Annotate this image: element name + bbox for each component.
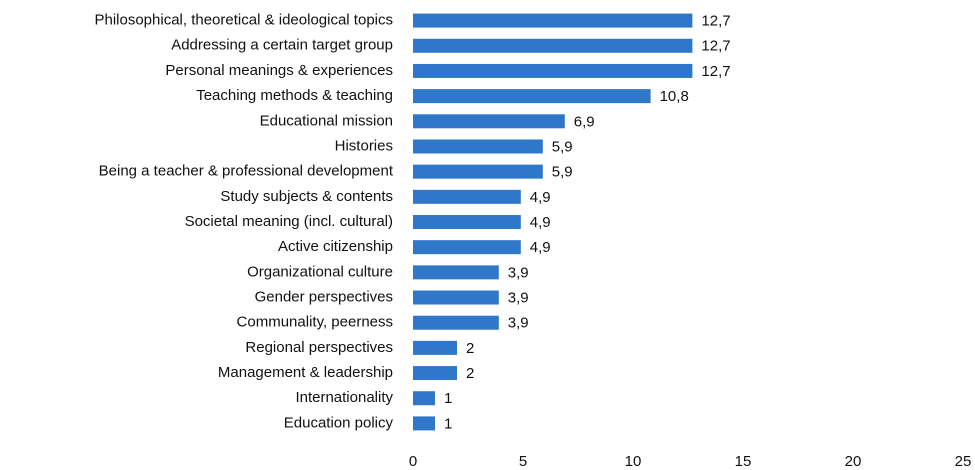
value-label: 4,9 [530, 239, 551, 256]
y-tick-label: Being a teacher & professional developme… [99, 163, 394, 180]
y-tick-label: Study subjects & contents [220, 188, 393, 205]
y-tick-label: Gender perspectives [255, 288, 393, 305]
y-tick-label: Internationality [295, 389, 393, 406]
bar [413, 63, 693, 78]
x-tick-label: 25 [955, 453, 972, 470]
value-label: 4,9 [530, 214, 551, 231]
value-label: 10,8 [660, 88, 689, 105]
y-tick-label: Communality, peerness [237, 314, 393, 331]
y-tick-label: Philosophical, theoretical & ideological… [94, 12, 393, 29]
bar [413, 240, 521, 255]
value-label: 3,9 [508, 315, 529, 332]
value-label: 4,9 [530, 189, 551, 206]
value-label: 5,9 [552, 164, 573, 181]
y-tick-label: Teaching methods & teaching [196, 87, 393, 104]
y-tick-label: Societal meaning (incl. cultural) [185, 213, 393, 230]
value-label: 1 [444, 390, 452, 407]
bar [413, 290, 499, 305]
x-tick-label: 5 [519, 453, 527, 470]
bar [413, 13, 693, 28]
bar [413, 89, 651, 104]
value-label: 6,9 [574, 113, 595, 130]
bar [413, 416, 435, 431]
value-label: 1 [444, 415, 452, 432]
bar [413, 215, 521, 229]
bar [413, 38, 693, 53]
value-label: 12,7 [701, 38, 730, 55]
bar [413, 366, 457, 381]
value-label: 2 [466, 340, 474, 357]
y-tick-label: Organizational culture [247, 263, 393, 280]
bar [413, 265, 499, 280]
y-tick-label: Active citizenship [278, 238, 393, 255]
y-tick-label: Histories [335, 137, 393, 154]
x-tick-label: 15 [735, 453, 752, 470]
value-label: 3,9 [508, 264, 529, 281]
y-tick-label: Education policy [284, 414, 394, 431]
value-label: 12,7 [701, 13, 730, 30]
x-tick-label: 10 [625, 453, 642, 470]
bar [413, 139, 543, 154]
bar [413, 189, 521, 204]
x-tick-label: 0 [409, 453, 417, 470]
y-tick-label: Addressing a certain target group [171, 37, 393, 54]
y-tick-label: Management & leadership [218, 364, 393, 381]
bar [413, 114, 565, 129]
value-label: 5,9 [552, 138, 573, 155]
bar [413, 164, 543, 179]
x-tick-label: 20 [845, 453, 862, 470]
y-tick-label: Personal meanings & experiences [165, 62, 393, 79]
bar [413, 340, 457, 355]
bar [413, 391, 435, 406]
y-tick-label: Regional perspectives [245, 339, 393, 356]
value-label: 2 [466, 365, 474, 382]
bar [413, 315, 499, 330]
value-label: 12,7 [701, 63, 730, 80]
y-tick-label: Educational mission [260, 112, 393, 129]
value-label: 3,9 [508, 289, 529, 306]
